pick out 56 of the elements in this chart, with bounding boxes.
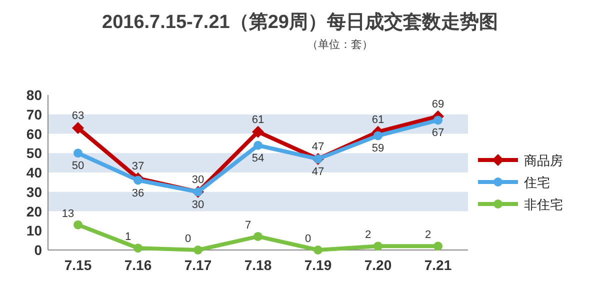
data-label: 2 bbox=[424, 229, 432, 242]
data-label: 0 bbox=[184, 233, 192, 245]
legend-label: 非住宅 bbox=[524, 197, 563, 212]
data-label: 36 bbox=[132, 187, 144, 200]
data-label: 61 bbox=[252, 114, 264, 126]
x-tick-label: 7.21 bbox=[424, 257, 452, 273]
data-label: 1 bbox=[124, 231, 132, 244]
data-label: 47 bbox=[312, 140, 324, 153]
y-tick-label: 0 bbox=[34, 242, 42, 258]
data-label: 61 bbox=[372, 114, 384, 126]
point bbox=[194, 246, 202, 254]
point bbox=[434, 242, 442, 251]
y-tick-label: 20 bbox=[26, 203, 42, 220]
data-label: 69 bbox=[432, 98, 444, 110]
y-tick-label: 60 bbox=[26, 126, 42, 142]
data-label: 67 bbox=[432, 127, 444, 140]
data-label: 54 bbox=[252, 152, 264, 164]
point bbox=[254, 232, 262, 241]
chart-title: 2016.7.15-7.21（第29周）每日成交套数走势图 bbox=[102, 11, 498, 33]
point bbox=[72, 122, 84, 134]
legend-label: 住宅 bbox=[523, 175, 550, 190]
point bbox=[74, 220, 82, 230]
data-label: 30 bbox=[192, 198, 204, 211]
data-label: 7 bbox=[244, 219, 252, 232]
point bbox=[74, 148, 82, 158]
data-label: 2 bbox=[364, 229, 372, 242]
x-tick-label: 7.19 bbox=[304, 257, 332, 273]
data-label: 37 bbox=[132, 160, 144, 172]
data-label: 59 bbox=[372, 142, 384, 155]
point bbox=[374, 242, 382, 251]
legend-label: 商品房 bbox=[524, 153, 563, 168]
chart-subtitle: （单位：套） bbox=[307, 38, 373, 51]
point bbox=[434, 116, 442, 125]
data-label: 63 bbox=[72, 110, 84, 122]
y-tick-label: 80 bbox=[26, 87, 42, 103]
y-tick-label: 10 bbox=[26, 222, 42, 239]
y-tick-label: 40 bbox=[26, 164, 42, 180]
y-tick-label: 30 bbox=[26, 184, 42, 200]
x-tick-label: 7.17 bbox=[184, 257, 212, 273]
data-label: 50 bbox=[72, 160, 84, 172]
point bbox=[254, 140, 262, 150]
data-label: 47 bbox=[312, 166, 324, 178]
data-label: 30 bbox=[192, 174, 204, 186]
x-tick-label: 7.15 bbox=[64, 257, 92, 273]
point bbox=[374, 131, 382, 140]
x-tick-label: 7.20 bbox=[364, 257, 392, 273]
x-tick-label: 7.16 bbox=[124, 257, 152, 273]
point bbox=[314, 246, 322, 254]
point bbox=[252, 126, 264, 138]
data-label: 0 bbox=[304, 233, 312, 245]
y-tick-label: 70 bbox=[26, 106, 42, 122]
y-tick-label: 50 bbox=[26, 145, 42, 162]
point bbox=[134, 244, 142, 253]
point bbox=[134, 176, 142, 185]
x-tick-label: 7.18 bbox=[244, 257, 272, 273]
data-label: 13 bbox=[62, 208, 74, 220]
